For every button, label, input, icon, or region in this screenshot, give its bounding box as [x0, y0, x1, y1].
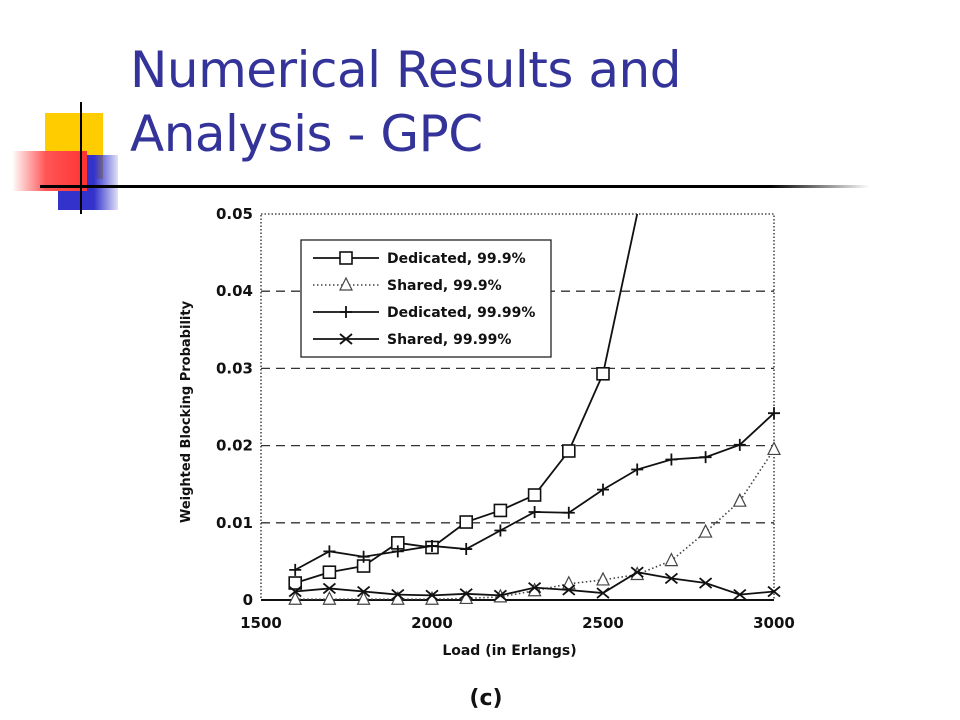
- y-tick-label: 0.02: [216, 437, 253, 455]
- plus-marker: [460, 543, 473, 556]
- chart-caption: (c): [469, 686, 502, 711]
- square-marker: [596, 367, 610, 381]
- square-marker: [561, 444, 576, 458]
- slide-title-line-2: Analysis - GPC: [130, 105, 483, 163]
- plus-marker: [528, 505, 541, 518]
- plus-marker: [323, 545, 336, 558]
- plus-marker: [494, 524, 507, 537]
- legend-item: Shared, 99.99%: [313, 332, 511, 348]
- triangle-marker: [596, 571, 610, 586]
- title-underline: [40, 185, 870, 188]
- legend-label: Dedicated, 99.9%: [387, 251, 526, 267]
- legend-label: Shared, 99.9%: [387, 278, 502, 294]
- square-marker: [493, 503, 508, 518]
- square-marker: [339, 251, 353, 265]
- plus-marker: [665, 453, 678, 466]
- triangle-marker: [339, 276, 353, 291]
- x-marker: [528, 581, 542, 594]
- series-line: [295, 449, 775, 601]
- plus-marker: [597, 483, 609, 496]
- triangle-marker: [561, 575, 576, 590]
- x-marker: [596, 587, 610, 599]
- legend-item: Shared, 99.9%: [313, 276, 502, 294]
- plus-marker: [631, 463, 644, 476]
- plus-marker: [289, 563, 302, 576]
- plus-marker: [340, 306, 352, 318]
- plus-marker: [426, 539, 438, 552]
- x-marker: [767, 585, 781, 598]
- x-marker: [288, 585, 302, 598]
- plus-marker: [357, 550, 370, 563]
- x-tick-label: 2000: [411, 614, 453, 632]
- slide-title-line-1: Numerical Results and: [130, 41, 681, 99]
- triangle-marker: [698, 523, 713, 538]
- legend-item: Dedicated, 99.9%: [313, 251, 526, 267]
- x-marker: [357, 585, 371, 598]
- x-marker: [425, 589, 439, 602]
- x-marker: [339, 333, 353, 345]
- square-marker: [288, 576, 302, 590]
- x-marker: [699, 577, 713, 589]
- ornament-red-block: [12, 151, 87, 191]
- triangle-marker: [664, 552, 679, 567]
- x-tick-label: 1500: [240, 614, 282, 632]
- triangle-marker: [288, 590, 303, 605]
- square-marker: [527, 488, 542, 502]
- y-tick-label: 0.04: [216, 282, 253, 300]
- slide-title: Numerical Results and Analysis - GPC: [130, 38, 930, 166]
- legend: Dedicated, 99.9% Shared, 99.9% Dedicated, …: [300, 239, 552, 358]
- square-marker: [459, 515, 474, 529]
- legend-label: Shared, 99.99%: [387, 332, 511, 348]
- x-marker: [391, 588, 405, 601]
- x-tick-label: 2500: [582, 614, 624, 632]
- plus-marker: [391, 545, 404, 558]
- x-marker: [322, 582, 336, 595]
- plus-marker: [562, 506, 575, 519]
- y-tick-label: 0.05: [216, 205, 253, 223]
- y-tick-label: 0.01: [216, 514, 253, 532]
- x-marker: [459, 588, 473, 600]
- plus-marker: [733, 438, 746, 451]
- triangle-marker: [322, 590, 337, 605]
- x-marker: [562, 584, 576, 596]
- plus-marker: [699, 451, 712, 464]
- triangle-marker: [767, 441, 781, 456]
- y-axis-label: Weighted Blocking Probability: [179, 300, 194, 523]
- x-axis-label: Load (in Erlangs): [442, 643, 576, 659]
- ornament-vertical-line: [80, 102, 82, 214]
- x-tick-label: 3000: [753, 614, 795, 632]
- series-4: [288, 566, 781, 602]
- x-marker: [664, 572, 678, 585]
- series-3: [289, 407, 780, 576]
- x-marker: [630, 566, 644, 578]
- triangle-marker: [356, 590, 371, 605]
- legend-label: Dedicated, 99.99%: [387, 305, 535, 321]
- x-marker: [493, 589, 507, 602]
- chart-figure: 0 0.01 0.02 0.03 0.04 0.05 1500 2000 2500 3000 Loa…: [146, 195, 820, 720]
- y-tick-label: 0: [243, 591, 253, 609]
- chart-svg: 0 0.01 0.02 0.03 0.04 0.05 1500 2000 2500 3000 Loa…: [179, 205, 795, 711]
- legend-item: Dedicated, 99.99%: [313, 305, 535, 321]
- y-tick-label: 0.03: [216, 359, 253, 377]
- triangle-marker: [732, 492, 747, 507]
- plus-marker: [768, 407, 780, 420]
- square-marker: [322, 565, 337, 580]
- x-marker: [733, 588, 747, 601]
